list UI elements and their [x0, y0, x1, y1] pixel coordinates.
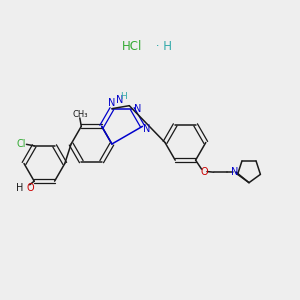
Text: N: N [108, 98, 116, 108]
Text: H: H [16, 183, 23, 193]
Text: CH₃: CH₃ [72, 110, 88, 119]
Text: Cl: Cl [16, 139, 26, 149]
Text: H: H [121, 92, 127, 101]
Text: N: N [116, 95, 123, 105]
Text: O: O [201, 167, 208, 177]
Text: N: N [143, 124, 151, 134]
Text: N: N [231, 167, 238, 177]
Text: N: N [134, 104, 141, 114]
Text: HCl: HCl [122, 40, 142, 53]
Text: O: O [26, 183, 34, 193]
Text: · H: · H [152, 40, 172, 53]
